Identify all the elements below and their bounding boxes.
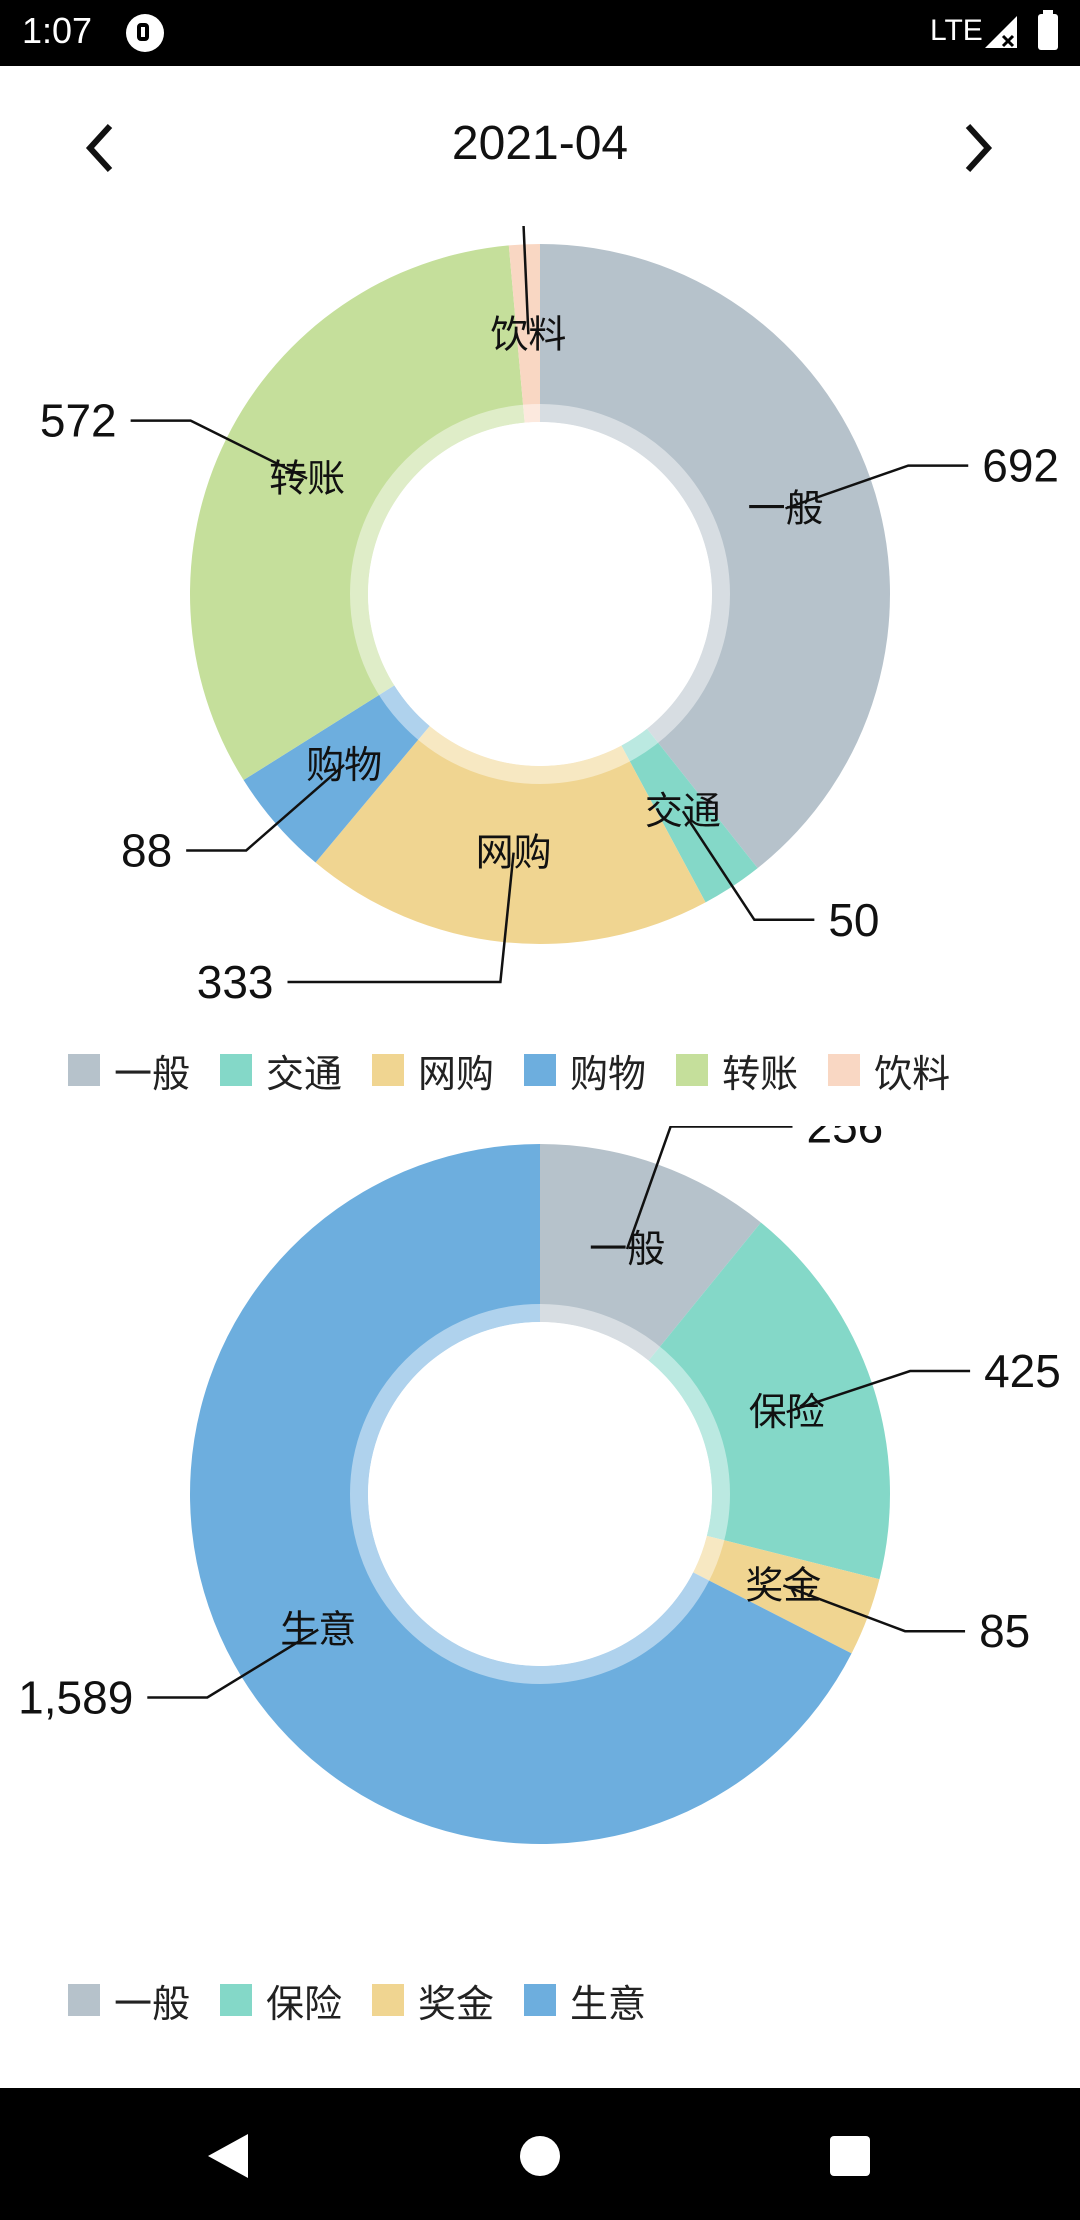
leader-line (786, 1369, 971, 1414)
network-type-label: LTE (930, 14, 983, 47)
legend-swatch (68, 1984, 100, 2016)
leader-line (782, 1584, 966, 1633)
legend-label: 一般 (114, 1981, 191, 2026)
slice-category-label: 一般 (747, 486, 823, 530)
slice-category-label: 转账 (269, 456, 345, 500)
expense-donut-chart: 一般 692 交通 50 网购 333 购物 88 转账 572 饮料 25 (40, 226, 1059, 1008)
battery-icon (1038, 10, 1058, 50)
slice-一般[interactable] (540, 1144, 761, 1361)
leader-line (186, 764, 345, 852)
signal-icon (985, 16, 1017, 48)
slice-category-label: 奖金 (745, 1563, 821, 1607)
donut-inner-ring (350, 404, 730, 784)
donut-inner-ring (350, 1304, 730, 1684)
donut-hole (368, 1322, 712, 1666)
slice-value-label: 88 (121, 824, 172, 876)
income-donut-chart: 一般 256 保险 425 奖金 85 生意 1,589 (18, 1126, 1061, 1844)
legend-item[interactable]: 饮料 (828, 1043, 950, 1098)
slice-category-label: 保险 (749, 1390, 825, 1434)
slice-value-label: 425 (984, 1345, 1061, 1397)
slice-category-label: 生意 (280, 1608, 356, 1652)
month-header: 2021-04 (0, 66, 1080, 226)
legend-label: 饮料 (874, 1051, 951, 1096)
status-bar: 1:07 LTE (0, 0, 1080, 66)
legend-item[interactable]: 生意 (524, 1973, 646, 2028)
slice-保险[interactable] (648, 1222, 890, 1580)
legend-item[interactable]: 一般 (68, 1973, 190, 2028)
next-month-button[interactable] (938, 108, 1018, 188)
chevron-left-icon (85, 123, 113, 173)
recents-square-icon[interactable] (828, 2134, 872, 2178)
app-notification-icon (126, 14, 164, 52)
legend-label: 奖金 (418, 1981, 495, 2026)
slice-饮料[interactable] (508, 244, 540, 423)
system-navigation-bar (0, 2088, 1080, 2220)
legend-label: 转账 (722, 1051, 799, 1096)
leader-line (681, 810, 815, 922)
slice-购物[interactable] (243, 685, 430, 863)
legend-swatch (68, 1054, 100, 1086)
leader-line (625, 1126, 793, 1250)
legend-swatch (372, 1984, 405, 2016)
leader-line (785, 464, 969, 510)
legend-item[interactable]: 奖金 (372, 1973, 494, 2028)
slice-category-label: 购物 (306, 743, 382, 787)
legend-item[interactable]: 转账 (676, 1043, 798, 1098)
slice-一般[interactable] (540, 244, 891, 869)
legend-label: 购物 (570, 1051, 647, 1096)
slice-value-label: 572 (40, 395, 117, 447)
expense-legend: 一般 交通 网购 购物 转账 饮料 (68, 1040, 980, 1100)
slice-奖金[interactable] (693, 1535, 880, 1654)
donut-hole (368, 422, 712, 766)
legend-label: 一般 (114, 1051, 191, 1096)
slice-value-label: 1,589 (18, 1671, 133, 1723)
income-legend: 一般 保险 奖金 生意 (68, 1970, 676, 2030)
legend-swatch (828, 1054, 861, 1086)
chevron-right-icon (965, 123, 993, 173)
slice-value-label: 256 (807, 1126, 884, 1153)
leader-line (130, 419, 308, 480)
legend-label: 网购 (418, 1051, 495, 1096)
month-title[interactable]: 2021-04 (451, 117, 629, 170)
leader-line (147, 1628, 319, 1699)
slice-value-label: 333 (197, 956, 274, 1008)
slice-value-label: 85 (979, 1605, 1030, 1657)
previous-month-button[interactable] (60, 108, 140, 188)
slice-category-label: 一般 (589, 1227, 665, 1271)
slice-value-label: 25 (222, 226, 273, 230)
legend-swatch (220, 1984, 253, 2016)
back-triangle-icon[interactable] (206, 2132, 250, 2180)
legend-item[interactable]: 网购 (372, 1043, 494, 1098)
slice-生意[interactable] (190, 1144, 852, 1844)
legend-label: 保险 (266, 1981, 343, 2026)
legend-item[interactable]: 购物 (524, 1043, 646, 1098)
slice-网购[interactable] (315, 725, 706, 944)
legend-swatch (524, 1984, 557, 2016)
legend-label: 交通 (266, 1051, 343, 1096)
status-time: 1:07 (22, 10, 93, 51)
legend-item[interactable]: 一般 (68, 1043, 190, 1098)
slice-value-label: 692 (982, 440, 1059, 492)
legend-item[interactable]: 交通 (220, 1043, 342, 1098)
slice-交通[interactable] (621, 728, 758, 903)
leader-line (522, 226, 530, 335)
slice-category-label: 饮料 (490, 312, 566, 356)
legend-swatch (220, 1054, 253, 1086)
legend-swatch (676, 1054, 709, 1086)
slice-转账[interactable] (190, 245, 525, 781)
slice-category-label: 网购 (476, 831, 552, 875)
legend-label: 生意 (570, 1981, 647, 2026)
slice-category-label: 交通 (645, 789, 721, 833)
legend-swatch (524, 1054, 557, 1086)
legend-swatch (372, 1054, 405, 1086)
legend-item[interactable]: 保险 (220, 1973, 342, 2028)
leader-line (287, 852, 515, 984)
slice-value-label: 50 (828, 894, 879, 946)
home-circle-icon[interactable] (518, 2134, 562, 2178)
